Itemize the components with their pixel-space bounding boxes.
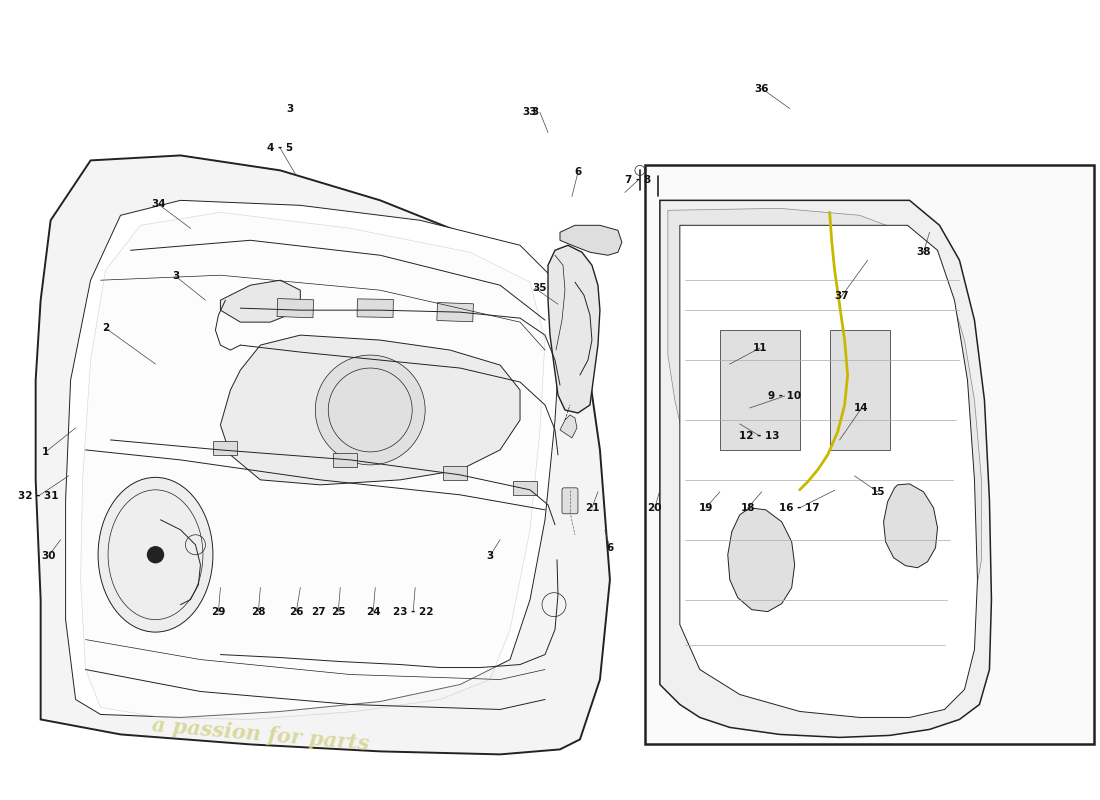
Text: 26: 26 (289, 606, 304, 617)
Bar (277, 298, 313, 318)
FancyBboxPatch shape (666, 182, 744, 250)
Text: 15: 15 (870, 487, 884, 497)
Polygon shape (35, 155, 609, 754)
Circle shape (316, 355, 426, 465)
Text: 1: 1 (42, 447, 50, 457)
Text: 16 - 17: 16 - 17 (780, 503, 820, 513)
Polygon shape (220, 335, 520, 485)
Text: 12 - 13: 12 - 13 (739, 431, 780, 441)
Bar (437, 302, 473, 322)
Text: 38: 38 (916, 247, 931, 258)
Polygon shape (660, 200, 991, 738)
Text: 3: 3 (486, 550, 494, 561)
Text: 35: 35 (532, 283, 548, 293)
Circle shape (730, 211, 745, 226)
Text: 33: 33 (522, 107, 537, 118)
Polygon shape (668, 208, 981, 647)
Polygon shape (560, 226, 621, 255)
Circle shape (147, 546, 164, 562)
Polygon shape (883, 484, 937, 568)
Circle shape (697, 211, 712, 226)
Text: 2: 2 (102, 323, 109, 333)
Text: 30: 30 (42, 550, 56, 561)
Text: 3: 3 (531, 107, 539, 118)
Polygon shape (728, 508, 794, 612)
Polygon shape (680, 226, 978, 718)
FancyBboxPatch shape (645, 166, 1094, 745)
Text: a passion for parts: a passion for parts (151, 715, 370, 754)
Polygon shape (548, 246, 600, 413)
Polygon shape (560, 415, 578, 438)
Ellipse shape (98, 478, 213, 632)
Text: 27: 27 (311, 606, 326, 617)
Text: 18: 18 (740, 503, 755, 513)
Circle shape (697, 194, 712, 207)
Bar (333, 453, 358, 467)
Circle shape (694, 174, 706, 186)
Polygon shape (80, 212, 544, 719)
Bar (213, 441, 238, 455)
Text: 11: 11 (752, 343, 767, 353)
Text: 36: 36 (755, 83, 769, 94)
Text: 24: 24 (366, 606, 381, 617)
Text: 37: 37 (834, 291, 849, 301)
Text: 29: 29 (211, 606, 226, 617)
Text: 34: 34 (151, 199, 166, 210)
Text: 6: 6 (606, 542, 614, 553)
Text: 4 - 5: 4 - 5 (267, 143, 294, 154)
Text: 25: 25 (331, 606, 345, 617)
Text: 32 - 31: 32 - 31 (19, 491, 59, 501)
Bar (829, 330, 890, 450)
Circle shape (730, 194, 745, 207)
Circle shape (683, 216, 696, 230)
Text: 14: 14 (855, 403, 869, 413)
Text: 28: 28 (251, 606, 265, 617)
Text: 21: 21 (585, 503, 600, 513)
Polygon shape (220, 280, 300, 322)
Circle shape (683, 195, 696, 210)
Bar (719, 330, 800, 450)
Circle shape (653, 171, 663, 182)
Text: 9 - 10: 9 - 10 (768, 391, 801, 401)
Circle shape (713, 195, 727, 210)
Bar (443, 466, 468, 480)
FancyBboxPatch shape (562, 488, 578, 514)
Bar (358, 299, 394, 318)
Bar (513, 481, 537, 495)
Circle shape (713, 216, 727, 230)
Text: 7 - 8: 7 - 8 (625, 175, 651, 186)
Text: 6: 6 (574, 167, 582, 178)
Circle shape (635, 166, 645, 175)
Text: 19: 19 (698, 503, 713, 513)
Text: 3: 3 (172, 271, 179, 282)
FancyBboxPatch shape (682, 176, 764, 246)
Text: 23 - 22: 23 - 22 (393, 606, 433, 617)
Text: 3: 3 (287, 103, 294, 114)
Text: 20: 20 (648, 503, 662, 513)
Polygon shape (66, 200, 560, 718)
